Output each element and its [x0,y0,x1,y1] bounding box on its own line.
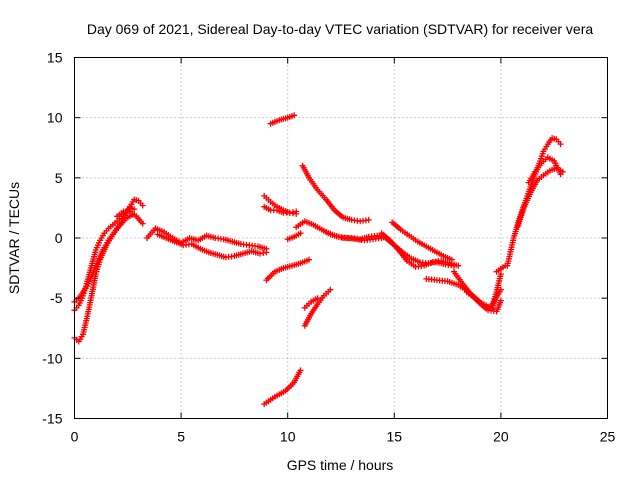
data-point [557,171,564,178]
data-point [497,271,504,278]
x-tick-label: 25 [600,429,616,445]
series-arc-X [504,135,564,269]
series-arc-D [114,208,146,227]
data-point [131,206,138,213]
data-point [263,249,270,256]
series-arc-Z [525,154,564,186]
data-point [455,262,462,269]
series-arc-N [301,286,334,329]
data-point [448,256,455,263]
x-tick-label: 0 [71,429,79,445]
data-point [365,216,372,223]
x-tick-label: 5 [177,429,185,445]
series-arc-C [71,212,136,345]
series-arc-Q [323,229,457,269]
data-point [306,256,312,263]
y-tick-label: -5 [50,290,63,306]
data-point [327,286,334,293]
y-tick-label: 10 [47,110,63,126]
y-axis-label: SDTVAR / TECUs [6,182,22,294]
data-point [557,141,564,148]
series-arc-E [144,225,270,252]
series-arc-M [299,162,372,225]
y-tick-label: 5 [55,170,63,186]
data-point [139,220,146,227]
x-axis-label: GPS time / hours [287,457,394,473]
data-point [297,367,304,374]
y-tick-label: 15 [47,50,63,66]
data-point [293,208,300,215]
x-tick-label: 15 [387,429,403,445]
x-tick-labels: 0 5 10 15 20 25 [71,429,616,445]
data-point [139,202,146,209]
x-tick-label: 10 [280,429,296,445]
data-points [71,112,566,408]
data-point [314,295,321,302]
data-point [297,230,304,237]
series-arc-S [389,219,455,263]
data-point [497,297,504,304]
series-arc-F [154,231,270,261]
series-arc-H [261,203,300,216]
series-arc-J [284,230,304,243]
chart-title: Day 069 of 2021, Sidereal Day-to-day VTE… [87,21,593,37]
series-arc-L [261,367,304,408]
series-arc-B [71,204,138,314]
y-tick-label: -15 [42,411,62,427]
y-tick-label: -10 [42,350,62,366]
series-arc-V [463,271,504,311]
y-tick-label: 0 [55,230,63,246]
series-arc-I [263,256,312,284]
data-point [291,112,298,119]
series-arc-Y [515,165,566,229]
series-arc-O [301,295,321,311]
axis-ticks [74,57,608,419]
series-arc-K [267,112,298,127]
y-tick-labels: -15 -10 -5 0 5 10 15 [42,50,62,427]
x-tick-label: 20 [493,429,509,445]
